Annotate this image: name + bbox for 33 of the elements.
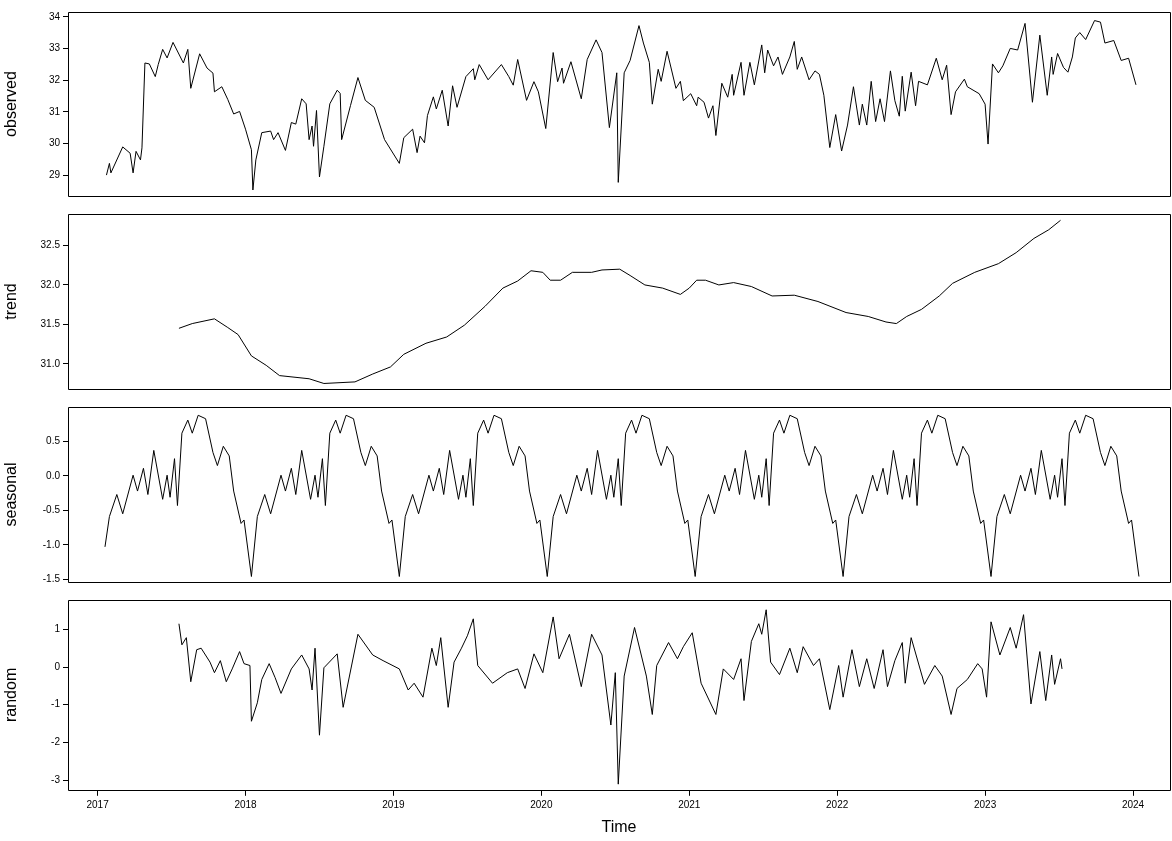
y-axis-title: observed (2, 71, 20, 137)
y-tick-label: -3 (51, 773, 61, 785)
y-tick-label: 33 (48, 42, 61, 54)
x-tick-label: 2019 (382, 798, 405, 810)
y-tick-label: 31 (48, 105, 61, 117)
x-tick-label: 2023 (973, 798, 997, 810)
y-tick-label: -0.5 (42, 504, 61, 516)
y-tick-label: 0 (54, 660, 61, 672)
y-tick-label: 0.5 (46, 435, 61, 447)
y-tick-label: 32 (48, 73, 61, 85)
x-tick-label: 2022 (826, 798, 849, 810)
y-axis-title: random (2, 667, 20, 723)
y-tick-label: -1.5 (42, 572, 61, 584)
x-tick-label: 2017 (86, 798, 110, 810)
y-tick-label: 32.5 (40, 239, 61, 251)
y-tick-label: 30 (48, 137, 61, 149)
y-tick-label: 31.5 (40, 318, 61, 330)
x-tick-label: 2024 (1121, 798, 1145, 810)
y-tick-label: 34 (48, 10, 61, 22)
y-tick-label: 0.0 (46, 469, 61, 481)
x-tick-label: 2018 (234, 798, 258, 810)
y-axis-title: seasonal (2, 462, 20, 527)
y-tick-label: 31.0 (40, 357, 61, 369)
y-axis-title: trend (2, 283, 20, 320)
x-tick-label: 2020 (530, 798, 553, 810)
y-tick-label: -1.0 (42, 538, 61, 550)
y-tick-label: -2 (51, 736, 61, 748)
y-tick-label: -1 (51, 698, 61, 710)
x-tick-label: 2021 (678, 798, 701, 810)
x-axis-title: Time (601, 817, 637, 835)
y-tick-label: 1 (54, 623, 61, 635)
y-tick-label: 32.0 (40, 278, 61, 290)
y-tick-label: 29 (48, 168, 61, 180)
